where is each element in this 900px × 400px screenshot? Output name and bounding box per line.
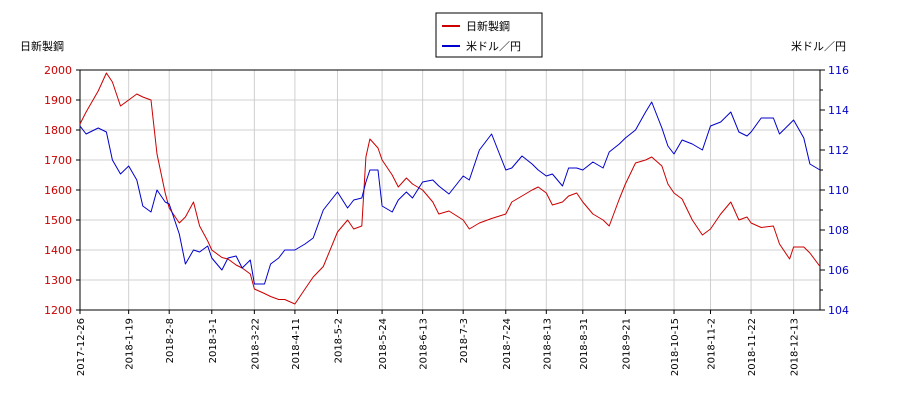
x-tick-label: 2018-5-2 [333, 318, 344, 363]
series-line-usdjpy [79, 101, 821, 285]
left-tick-label: 1800 [44, 124, 72, 137]
x-tick-label: 2017-12-26 [76, 318, 87, 376]
x-tick-label: 2018-11-2 [707, 318, 718, 370]
right-axis-title: 米ドル／円 [791, 40, 846, 53]
right-tick-label: 106 [828, 264, 849, 277]
x-tick-label: 2018-6-13 [419, 318, 430, 370]
right-tick-label: 108 [828, 224, 849, 237]
x-tick-label: 2018-3-1 [208, 318, 219, 363]
series-lines [79, 72, 821, 305]
x-tick-label: 2018-10-15 [670, 318, 681, 376]
x-tick-label: 2018-11-22 [747, 318, 758, 376]
left-axis-title: 日新製鋼 [20, 39, 64, 53]
axes: 1200 1300 1400 1500 1600 1700 1800 1900 2000 104 1… [44, 64, 849, 376]
left-tick-label: 1400 [44, 244, 72, 257]
left-tick-label: 1500 [44, 214, 72, 227]
left-tick-label: 1600 [44, 184, 72, 197]
x-tick-label: 2018-4-11 [291, 318, 302, 370]
x-tick-label: 2018-9-21 [621, 318, 632, 370]
legend-box [435, 12, 543, 58]
x-tick-label: 2018-8-13 [542, 318, 553, 370]
legend-label-usdjpy: 米ドル／円 [466, 40, 521, 53]
left-tick-label: 1200 [44, 304, 72, 317]
right-tick-label: 112 [828, 144, 849, 157]
x-tick-label: 2018-7-3 [459, 318, 470, 363]
x-tick-label: 2018-5-24 [378, 318, 389, 370]
legend-label-nisshin: 日新製鋼 [466, 19, 510, 33]
x-tick-label: 2018-3-22 [250, 318, 261, 370]
x-tick-label: 2018-1-19 [125, 318, 136, 370]
right-tick-label: 104 [828, 304, 849, 317]
x-tick-label: 2018-8-31 [579, 318, 590, 370]
left-tick-label: 2000 [44, 64, 72, 77]
x-tick-label: 2018-12-13 [790, 318, 801, 376]
x-tick-label: 2018-7-24 [502, 318, 513, 370]
right-tick-label: 114 [828, 104, 849, 117]
left-tick-label: 1900 [44, 94, 72, 107]
right-tick-label: 116 [828, 64, 849, 77]
left-tick-label: 1300 [44, 274, 72, 287]
x-tick-label: 2018-2-8 [165, 318, 176, 363]
left-tick-label: 1700 [44, 154, 72, 167]
legend: 日新製鋼 米ドル／円 [435, 12, 543, 58]
grid-lines [79, 69, 820, 311]
right-tick-label: 110 [828, 184, 849, 197]
series-line-nisshin [79, 72, 821, 305]
